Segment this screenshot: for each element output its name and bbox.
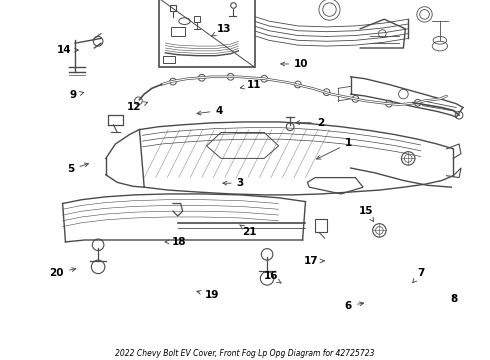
Text: 20: 20 <box>49 268 76 278</box>
Text: 7: 7 <box>413 268 425 283</box>
Text: 1: 1 <box>317 139 352 159</box>
Text: 19: 19 <box>197 291 219 301</box>
Text: 15: 15 <box>359 206 374 221</box>
Bar <box>159 0 255 67</box>
Text: 6: 6 <box>345 301 364 311</box>
Text: 8: 8 <box>451 294 458 304</box>
Text: 5: 5 <box>67 163 89 174</box>
Text: 9: 9 <box>70 90 84 100</box>
Text: 3: 3 <box>223 178 244 188</box>
Text: 2022 Chevy Bolt EV Cover, Front Fog Lp Opg Diagram for 42725723: 2022 Chevy Bolt EV Cover, Front Fog Lp O… <box>115 349 375 358</box>
Text: 10: 10 <box>281 59 309 69</box>
Bar <box>171 27 185 36</box>
Text: 21: 21 <box>240 225 257 237</box>
Text: 12: 12 <box>127 102 147 112</box>
Bar <box>315 219 327 232</box>
Text: 16: 16 <box>264 271 281 283</box>
Text: 14: 14 <box>56 45 78 55</box>
Text: 2: 2 <box>296 118 324 128</box>
Text: 18: 18 <box>165 237 186 247</box>
Text: 4: 4 <box>197 105 223 116</box>
Text: 13: 13 <box>211 24 231 36</box>
Text: 11: 11 <box>240 80 262 90</box>
Bar <box>163 56 175 63</box>
Text: 17: 17 <box>303 256 324 266</box>
